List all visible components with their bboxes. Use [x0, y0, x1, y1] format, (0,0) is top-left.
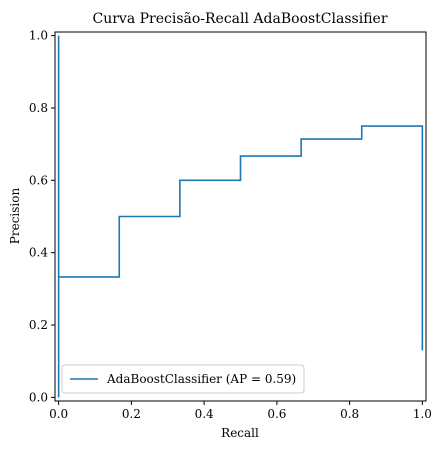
x-axis-ticks: 0.0 0.2 0.4 0.6 0.8 1.0: [49, 401, 432, 421]
x-tick-label: 1.0: [413, 407, 432, 421]
x-tick-label: 0.2: [122, 407, 141, 421]
chart-title: Curva Precisão-Recall AdaBoostClassifier: [92, 11, 387, 27]
x-tick-label: 0.4: [195, 407, 214, 421]
y-tick-label: 0.2: [29, 318, 48, 332]
y-tick-label: 0.6: [29, 173, 48, 187]
x-tick-label: 0.0: [49, 407, 68, 421]
y-axis-ticks: 0.0 0.2 0.4 0.6 0.8 1.0: [29, 29, 55, 404]
y-tick-label: 1.0: [29, 29, 48, 43]
y-tick-label: 0.8: [29, 101, 48, 115]
x-tick-label: 0.6: [267, 407, 286, 421]
series-line: [57, 35, 424, 398]
legend: AdaBoostClassifier (AP = 0.59): [61, 364, 305, 394]
legend-box: [61, 364, 305, 394]
x-tick-label: 0.8: [340, 407, 359, 421]
y-axis-label: Precision: [8, 188, 22, 245]
y-tick-label: 0.0: [29, 390, 48, 404]
x-axis-label: Recall: [221, 426, 259, 440]
series-layer: [57, 35, 424, 398]
plot-area: [54, 31, 427, 402]
y-tick-label: 0.4: [29, 246, 48, 260]
legend-label: AdaBoostClassifier (AP = 0.59): [106, 372, 296, 386]
